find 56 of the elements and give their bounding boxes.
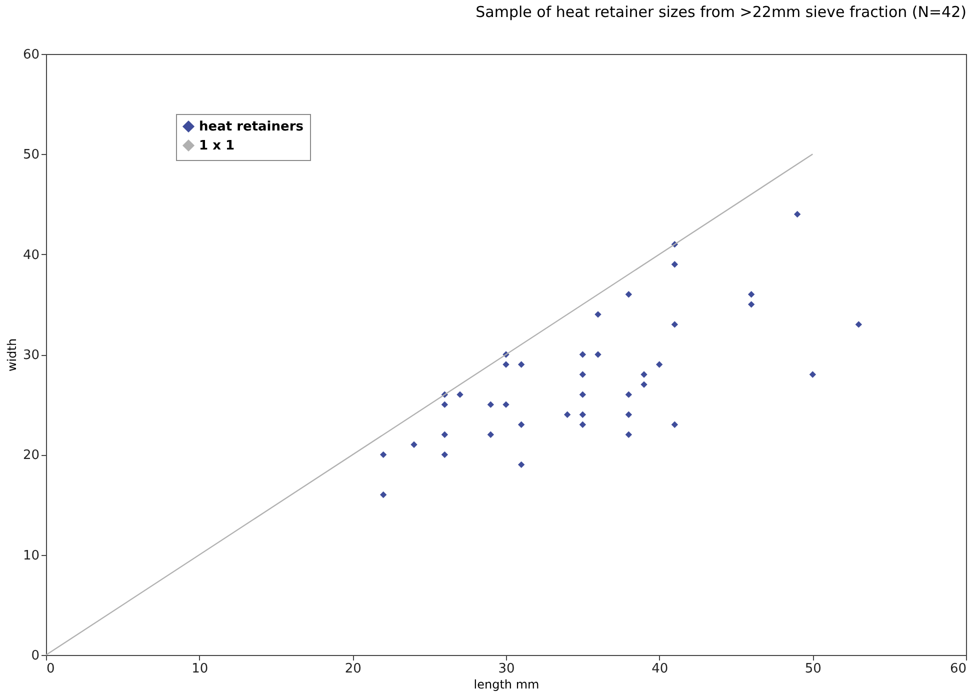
point	[487, 431, 494, 438]
point	[594, 351, 602, 358]
point	[625, 291, 632, 298]
legend-label: heat retainers	[199, 120, 304, 134]
point	[441, 401, 448, 408]
point	[579, 371, 586, 378]
x-tick-label: 50	[804, 662, 822, 676]
point	[748, 301, 755, 308]
point	[441, 431, 448, 438]
point	[441, 451, 448, 458]
y-tick-label: 40	[22, 248, 40, 263]
point	[502, 401, 510, 408]
point	[594, 311, 602, 318]
legend-label: 1 x 1	[199, 138, 235, 154]
y-tick-label: 20	[22, 448, 40, 464]
x-tick-label: 20	[344, 662, 362, 676]
point	[380, 451, 387, 458]
x-tick-label: 30	[498, 662, 515, 676]
point	[579, 391, 586, 398]
point	[671, 260, 678, 268]
y-tick-label: 10	[22, 548, 40, 564]
point	[794, 210, 801, 218]
point	[410, 441, 418, 448]
point	[518, 361, 525, 368]
point	[518, 461, 525, 468]
point	[656, 361, 663, 368]
point	[748, 291, 755, 298]
point	[671, 321, 678, 328]
point	[640, 381, 648, 388]
x-tick-label: 10	[192, 662, 208, 676]
point	[625, 391, 632, 398]
y-tick-label: 60	[22, 48, 40, 62]
x-tick-label: 0	[46, 662, 55, 676]
point	[456, 391, 464, 398]
x-tick-label: 60	[950, 662, 966, 676]
point	[855, 321, 862, 328]
point	[502, 361, 510, 368]
y-tick-label: 50	[22, 148, 40, 163]
x-tick-label: 40	[652, 662, 668, 676]
y-tick-label: 30	[22, 348, 40, 363]
point	[380, 491, 387, 498]
y-tick-label: 0	[31, 648, 40, 664]
point	[625, 411, 632, 418]
point	[809, 371, 816, 378]
x-axis-title: length mm	[474, 678, 540, 692]
chart-title: Sample of heat retainer sizes from >22mm sieve fraction (N=42)	[476, 3, 966, 21]
y-axis-title: width	[4, 338, 19, 372]
point	[671, 421, 678, 428]
point	[564, 411, 571, 418]
point	[640, 371, 648, 378]
point	[487, 401, 494, 408]
point	[518, 421, 525, 428]
point	[579, 421, 586, 428]
point	[579, 351, 586, 358]
point	[625, 431, 632, 438]
point	[579, 411, 586, 418]
